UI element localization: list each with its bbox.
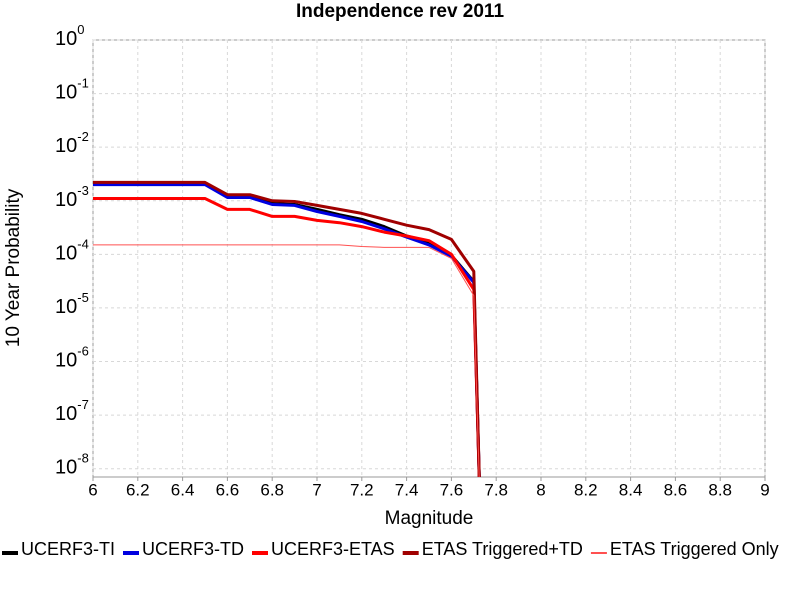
legend: UCERF3-TI UCERF3-TD UCERF3-ETAS ETAS Trigge… (2, 539, 779, 559)
x-axis-label: Magnitude (385, 508, 474, 529)
x-tick-label: 7.6 (440, 480, 464, 499)
legend-label: UCERF3-ETAS (271, 539, 395, 559)
y-tick-label: 10-7 (55, 398, 89, 426)
x-tick-label: 8 (536, 480, 545, 499)
x-tick-label: 8.2 (574, 480, 598, 499)
y-tick-label: 10-5 (55, 290, 89, 318)
x-tick-label: 7.8 (484, 480, 508, 499)
legend-item: UCERF3-TD (123, 539, 244, 559)
legend-label: ETAS Triggered Only (610, 539, 779, 559)
legend-item: UCERF3-ETAS (252, 539, 395, 559)
x-tick-label: 6.4 (171, 480, 195, 499)
x-tick-label: 9 (760, 480, 769, 499)
x-tick-label: 7.4 (395, 480, 419, 499)
x-tick-label: 6.8 (260, 480, 284, 499)
series-line (93, 244, 480, 477)
x-tick-label: 6 (88, 480, 97, 499)
x-tick-label: 6.6 (216, 480, 240, 499)
legend-label: UCERF3-TD (142, 539, 244, 559)
legend-item: ETAS Triggered+TD (402, 539, 583, 559)
legend-label: UCERF3-TI (21, 539, 115, 559)
x-tick-label: 8.4 (619, 480, 643, 499)
x-tick-label: 6.2 (126, 480, 150, 499)
y-tick-label: 10-2 (55, 130, 89, 158)
chart-title: Independence rev 2011 (296, 1, 504, 22)
series-line (93, 197, 481, 477)
x-tick-label: 7.2 (350, 480, 374, 499)
legend-item: UCERF3-TI (2, 539, 115, 559)
y-tick-label: 10-4 (55, 237, 89, 265)
legend-label: ETAS Triggered+TD (422, 539, 583, 559)
x-tick-label: 8.6 (664, 480, 688, 499)
series-line (93, 183, 481, 477)
y-axis-label: 10 Year Probability (3, 188, 24, 347)
x-tick-label: 7 (312, 480, 321, 499)
series-line (93, 180, 481, 477)
y-tick-label: 100 (55, 22, 84, 50)
y-tick-label: 10-6 (55, 344, 89, 372)
lines (93, 180, 481, 477)
plot-area (92, 39, 766, 478)
y-tick-label: 10-3 (55, 183, 89, 211)
y-tick-label: 10-8 (55, 451, 89, 479)
y-tick-label: 10-1 (55, 76, 89, 104)
x-tick-label: 8.8 (708, 480, 732, 499)
legend-item: ETAS Triggered Only (590, 539, 779, 559)
